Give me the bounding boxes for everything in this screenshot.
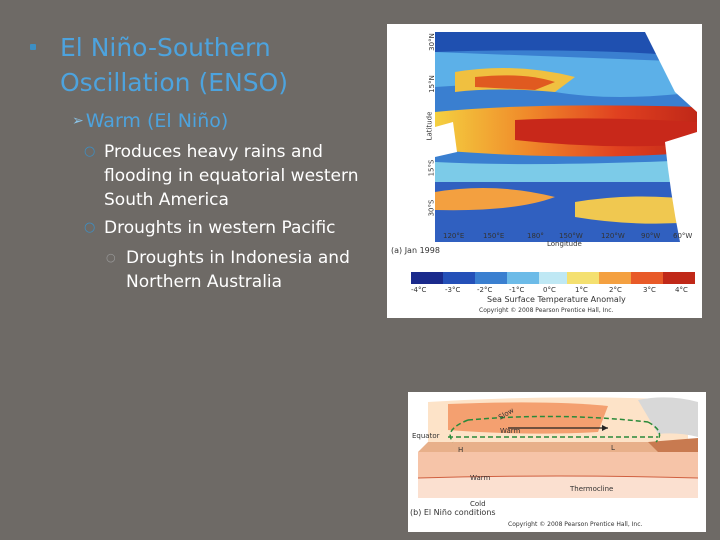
title-bullet xyxy=(30,44,36,50)
scale-label: 3°C xyxy=(643,286,656,294)
scale-label: 2°C xyxy=(609,286,622,294)
scale-label: 4°C xyxy=(675,286,688,294)
circle-bullet-icon: ○ xyxy=(84,220,96,235)
h-label: H xyxy=(458,446,464,454)
el-nino-diagram-graphic xyxy=(408,392,706,532)
scale-label: 1°C xyxy=(575,286,588,294)
bullet-1-text: Produces heavy rains and flooding in equ… xyxy=(104,142,359,210)
lon-label: 120°E xyxy=(443,232,465,240)
slide-title: El Niño-Southern Oscillation (ENSO) xyxy=(60,33,288,97)
warm-surface-label: Warm xyxy=(500,427,521,435)
l-label: L xyxy=(611,444,615,452)
lon-label: 90°W xyxy=(641,232,661,240)
bullet-2-text: Droughts in western Pacific xyxy=(104,218,336,238)
level1-item: ➢ Warm (El Niño) xyxy=(72,110,228,132)
cold-label: Cold xyxy=(470,500,486,508)
lon-label: 150°E xyxy=(483,232,505,240)
scale-label: -3°C xyxy=(445,286,461,294)
lon-label: 60°W xyxy=(673,232,693,240)
scale-label: -4°C xyxy=(411,286,427,294)
map-copyright: Copyright © 2008 Pearson Prentice Hall, … xyxy=(479,307,614,314)
scale-label: 0°C xyxy=(543,286,556,294)
lon-label: 120°W xyxy=(601,232,625,240)
bullet-2-sub-text: Droughts in Indonesia and Northern Austr… xyxy=(126,248,350,292)
map-plot xyxy=(435,32,697,242)
diagram-copyright: Copyright © 2008 Pearson Prentice Hall, … xyxy=(508,521,643,528)
color-scale xyxy=(411,272,695,284)
level1-text: Warm (El Niño) xyxy=(85,110,229,132)
circle-bullet-icon: ○ xyxy=(106,251,116,264)
lon-axis-title: Longitude xyxy=(547,240,582,248)
lat-label: 30°S xyxy=(427,199,436,217)
thermocline-label: Thermocline xyxy=(570,485,614,493)
lat-axis-title: Latitude xyxy=(425,111,434,141)
lon-label: 150°W xyxy=(559,232,583,240)
warm-layer-label: Warm xyxy=(470,474,491,482)
lat-label: 30°N xyxy=(427,33,436,51)
scale-label: -1°C xyxy=(509,286,525,294)
map-caption: (a) Jan 1998 xyxy=(391,246,440,255)
lat-label: 15°S xyxy=(427,159,436,177)
sst-map-graphic xyxy=(435,32,697,242)
scale-label: -2°C xyxy=(477,286,493,294)
sst-anomaly-map: 30°N 15°N Latitude 15°S 30°S 120°E 150°E… xyxy=(387,24,702,318)
scale-title: Sea Surface Temperature Anomaly xyxy=(487,295,626,304)
arrow-bullet-icon: ➢ xyxy=(72,113,84,129)
diagram-caption: (b) El Niño conditions xyxy=(410,508,496,517)
equator-label: Equator xyxy=(412,432,440,440)
lat-label: 15°N xyxy=(427,75,436,93)
circle-bullet-icon: ○ xyxy=(84,144,96,159)
lon-label: 180° xyxy=(527,232,544,240)
el-nino-diagram: Equator Slow Warm H L Warm Thermocline C… xyxy=(408,392,706,532)
